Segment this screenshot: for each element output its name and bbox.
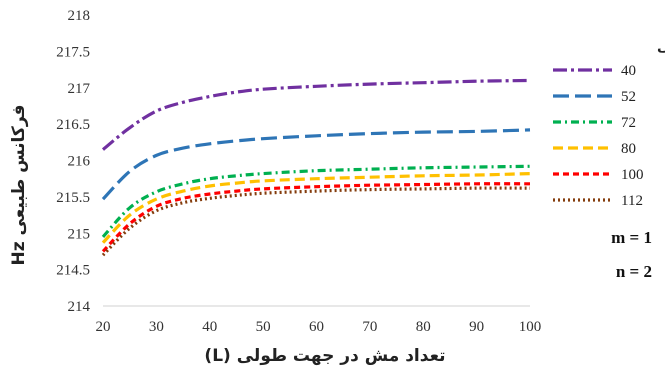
y-tick-label: 218 — [68, 8, 91, 24]
legend-label-80: 80 — [621, 141, 636, 157]
annotation-n: n = 2 — [616, 262, 652, 281]
y-tick-label: 217 — [68, 81, 91, 97]
y-tick-label: 216.5 — [56, 117, 90, 133]
series-line-80 — [101, 172, 531, 244]
x-tick-label: 100 — [519, 319, 542, 335]
legend-label-100: 100 — [621, 167, 644, 183]
x-tick-label: 90 — [469, 319, 484, 335]
legend-label-52: 52 — [621, 89, 636, 105]
x-axis-title: تعداد مش در جهت طولی (L) — [204, 346, 445, 366]
x-tick-label: 70 — [362, 319, 377, 335]
y-tick-label: 214 — [68, 299, 91, 315]
x-tick-label: 60 — [309, 319, 324, 335]
y-tick-label: 215.5 — [56, 190, 90, 206]
x-tick-label: 40 — [202, 319, 217, 335]
x-axis-ticks: 20 30 40 50 60 70 80 90 100 — [96, 319, 542, 335]
series-line-52 — [101, 128, 531, 201]
x-tick-label: 20 — [96, 319, 111, 335]
x-tick-label: 80 — [416, 319, 431, 335]
x-tick-label: 30 — [149, 319, 164, 335]
y-tick-label: 214.5 — [56, 263, 90, 279]
legend: تعداد مش در جهت محیطی 40 52 72 80 100 112 — [553, 39, 665, 209]
y-tick-label: 216 — [68, 154, 91, 170]
legend-label-40: 40 — [621, 63, 636, 79]
annotation-m: m = 1 — [611, 228, 652, 247]
legend-label-72: 72 — [621, 115, 636, 131]
x-tick-label: 50 — [256, 319, 271, 335]
y-axis-ticks: 214 214.5 215 215.5 216 216.5 217 217.5 218 — [56, 8, 90, 315]
series-lines — [101, 78, 531, 257]
series-line-112 — [101, 186, 531, 257]
legend-label-112: 112 — [621, 193, 643, 209]
series-line-100 — [101, 182, 531, 253]
y-tick-label: 215 — [68, 226, 91, 242]
legend-title: تعداد مش در جهت محیطی — [657, 39, 665, 55]
series-line-40 — [101, 78, 531, 151]
series-line-72 — [101, 164, 531, 238]
y-axis-title: فرکانس طبیعی Hz — [9, 104, 29, 265]
y-tick-label: 217.5 — [56, 44, 90, 60]
